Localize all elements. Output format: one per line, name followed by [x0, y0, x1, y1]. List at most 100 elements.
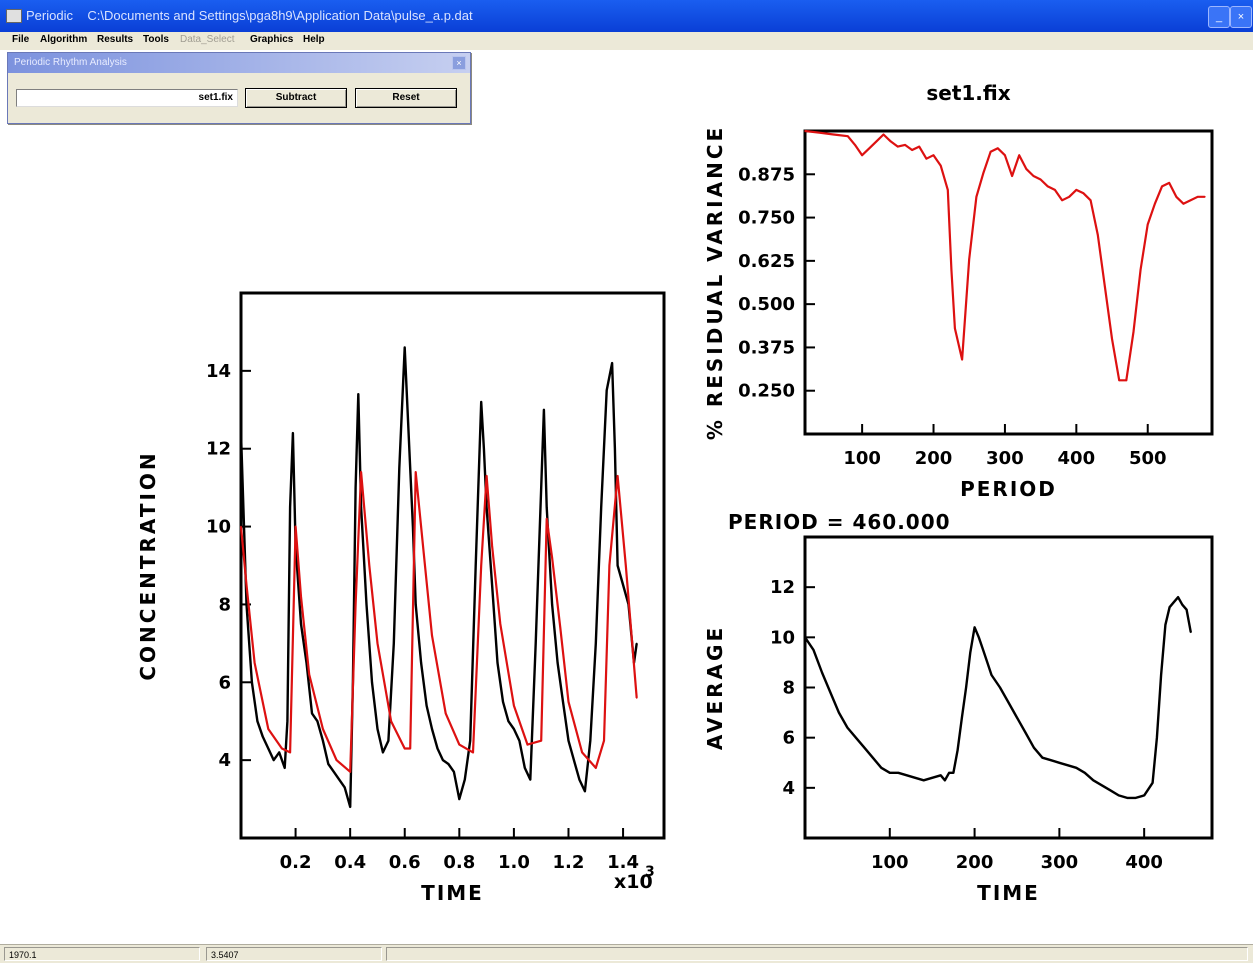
- concentration-series-data-point: [349, 806, 352, 808]
- residual_variance-series-fit-point: [1111, 338, 1113, 340]
- panel-close-button[interactable]: ×: [452, 56, 466, 70]
- average-series-data-point: [986, 661, 989, 664]
- average-series-data-point: [1084, 772, 1086, 774]
- residual_variance-series-fit-point: [932, 154, 935, 156]
- menu-file[interactable]: File: [12, 34, 30, 45]
- concentration-series-data-point: [398, 467, 401, 470]
- concentration-series-data-point: [562, 701, 564, 703]
- concentration-series-fit-point: [376, 642, 379, 645]
- average-x-tick-label: 100: [871, 852, 909, 873]
- menu-data-select[interactable]: Data_Select: [180, 34, 235, 45]
- concentration-frame: [239, 291, 666, 840]
- residual_variance-series-fit-point: [1089, 199, 1092, 202]
- concentration-series-data-point: [425, 704, 428, 707]
- concentration-series-data-point: [431, 728, 433, 730]
- average-y-tick-label: 12: [770, 577, 795, 598]
- concentration-series-data-point: [635, 642, 638, 645]
- average-series-data-point: [952, 772, 955, 774]
- residual_variance-y-axis-label: % RESIDUAL VARIANCE: [703, 125, 727, 440]
- concentration-series-data-point: [393, 642, 395, 645]
- concentration-series-data-point: [453, 771, 455, 773]
- file-name-field[interactable]: set1.fix: [16, 89, 238, 107]
- average-series-data-point: [1173, 601, 1175, 603]
- concentration-series-fit-point: [458, 743, 461, 746]
- residual_variance-y-tick-label: 0.750: [738, 208, 795, 229]
- minimize-button[interactable]: _: [1208, 6, 1230, 28]
- residual_variance-series-fit-point: [1061, 199, 1063, 202]
- average-x-tick-label: 300: [1041, 852, 1079, 873]
- residual_variance-x-tick-label: 300: [986, 448, 1024, 469]
- concentration-series-data-point: [286, 720, 289, 722]
- concentration-series-data-point: [333, 771, 335, 773]
- residual_variance-y-tick-label: 0.250: [738, 381, 795, 402]
- average-series-data-point: [1033, 746, 1035, 749]
- concentration-series-fit-point: [368, 564, 371, 567]
- menu-results[interactable]: Results: [97, 34, 134, 45]
- concentration-series-fit-point: [625, 564, 627, 567]
- concentration-series-data-point: [540, 486, 542, 489]
- average-series-data-point: [931, 777, 933, 779]
- menu-tools[interactable]: Tools: [143, 34, 169, 45]
- concentration-series-fit-point: [499, 623, 502, 625]
- residual_variance-x-tick-label: 100: [843, 448, 881, 469]
- average-x-tick-label: 400: [1125, 852, 1163, 873]
- residual_variance-series-fit-point: [854, 144, 856, 146]
- concentration-x-tick-label: 0.8: [443, 852, 475, 873]
- concentration-series-data-point: [447, 763, 450, 765]
- concentration-series-fit-point: [431, 634, 433, 637]
- average-series-data-point: [1058, 762, 1061, 764]
- concentration-series-fit-point: [513, 704, 515, 707]
- residual_variance-series-fit-point: [1032, 175, 1035, 177]
- average-series-data-point: [914, 777, 916, 779]
- concentration-series-fit-point: [635, 697, 638, 699]
- concentration-series-fit-point: [245, 584, 248, 586]
- residual_variance-series-fit-point: [1196, 196, 1199, 198]
- subtract-button[interactable]: Subtract: [245, 88, 347, 108]
- residual_variance-series-fit-point: [954, 327, 956, 330]
- residual_variance-x-tick-label: 400: [1058, 448, 1096, 469]
- residual_variance-x-tick-label: 200: [915, 448, 953, 469]
- concentration-series-fit-point: [289, 751, 291, 754]
- menu-bar: File Algorithm Results Tools Data_Select…: [0, 32, 1253, 50]
- average-series-data-point: [1151, 782, 1154, 784]
- concentration-series-fit-point: [559, 627, 562, 629]
- concentration-series-fit-point: [409, 747, 412, 750]
- window-titlebar: Periodic C:\Documents and Settings\pga8h…: [0, 0, 1253, 32]
- average-series-data-point: [999, 686, 1001, 689]
- concentration-series-data-point: [311, 712, 313, 715]
- concentration-series-fit-point: [545, 518, 548, 520]
- concentration-y-tick-label: 14: [206, 361, 231, 382]
- average-series-data-point: [965, 686, 967, 689]
- concentration-x-multiplier: x10: [614, 871, 653, 893]
- average-series-data-point: [1181, 603, 1184, 606]
- residual_variance-series-fit-point: [1154, 202, 1156, 205]
- average-series-data-point: [1109, 789, 1112, 792]
- residual_variance-series-fit-point: [1125, 379, 1128, 382]
- average-y-tick-label: 6: [782, 728, 795, 749]
- close-button[interactable]: ×: [1230, 6, 1252, 28]
- concentration-series-data-point: [567, 739, 570, 742]
- residual_variance-series-fit-point: [968, 258, 970, 260]
- concentration-series-data-point: [589, 739, 592, 742]
- residual_variance-series-fit-point: [1168, 182, 1170, 184]
- average-series-data-point: [990, 674, 993, 676]
- residual_variance-series-fit-point: [1018, 154, 1020, 156]
- concentration-series-data-point: [387, 739, 390, 742]
- reset-button[interactable]: Reset: [355, 88, 457, 108]
- concentration-y-tick-label: 6: [218, 672, 231, 693]
- concentration-series-data-point: [442, 759, 444, 761]
- residual_variance-series-fit-point: [861, 154, 863, 156]
- average-series-data-point: [906, 774, 908, 777]
- menu-graphics[interactable]: Graphics: [250, 34, 294, 45]
- concentration-series-fit-point: [240, 525, 242, 528]
- concentration-series-fit-point: [480, 564, 483, 567]
- residual_variance-series-fit-point: [989, 151, 992, 153]
- average-frame: [803, 535, 1214, 840]
- menu-algorithm[interactable]: Algorithm: [40, 34, 88, 45]
- residual_variance-series-fit-point: [1082, 192, 1085, 195]
- menu-help[interactable]: Help: [303, 34, 325, 45]
- residual_variance-series-fit-point: [1068, 196, 1070, 198]
- average-series-data-point: [872, 756, 874, 759]
- residual_variance-series-fit-point: [847, 135, 849, 137]
- concentration-series-fit-point: [472, 751, 474, 754]
